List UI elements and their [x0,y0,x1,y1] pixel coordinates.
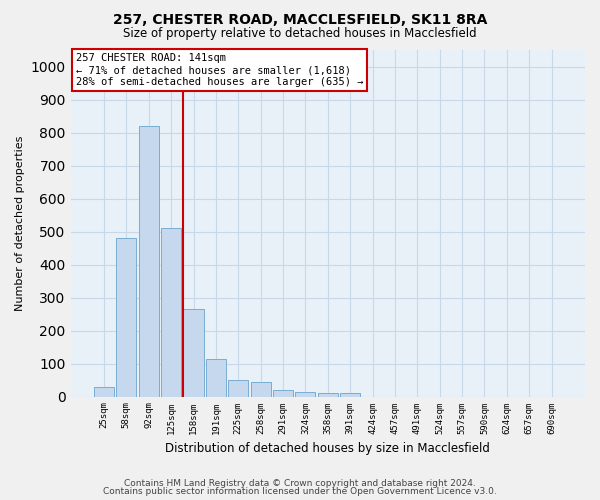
Text: 257, CHESTER ROAD, MACCLESFIELD, SK11 8RA: 257, CHESTER ROAD, MACCLESFIELD, SK11 8R… [113,12,487,26]
Bar [184,309,203,396]
Text: 257 CHESTER ROAD: 141sqm
← 71% of detached houses are smaller (1,618)
28% of sem: 257 CHESTER ROAD: 141sqm ← 71% of detach… [76,54,363,86]
Bar [206,358,226,397]
Bar [318,394,338,396]
Bar [161,228,181,396]
Text: Contains HM Land Registry data © Crown copyright and database right 2024.: Contains HM Land Registry data © Crown c… [124,478,476,488]
Bar [251,382,271,396]
X-axis label: Distribution of detached houses by size in Macclesfield: Distribution of detached houses by size … [166,442,490,455]
Bar [228,380,248,396]
Bar [116,238,136,396]
Bar [273,390,293,396]
Text: Size of property relative to detached houses in Macclesfield: Size of property relative to detached ho… [123,28,477,40]
Bar [139,126,159,396]
Text: Contains public sector information licensed under the Open Government Licence v3: Contains public sector information licen… [103,487,497,496]
Bar [340,392,360,396]
Bar [295,392,316,396]
Y-axis label: Number of detached properties: Number of detached properties [15,136,25,311]
Bar [94,386,114,396]
